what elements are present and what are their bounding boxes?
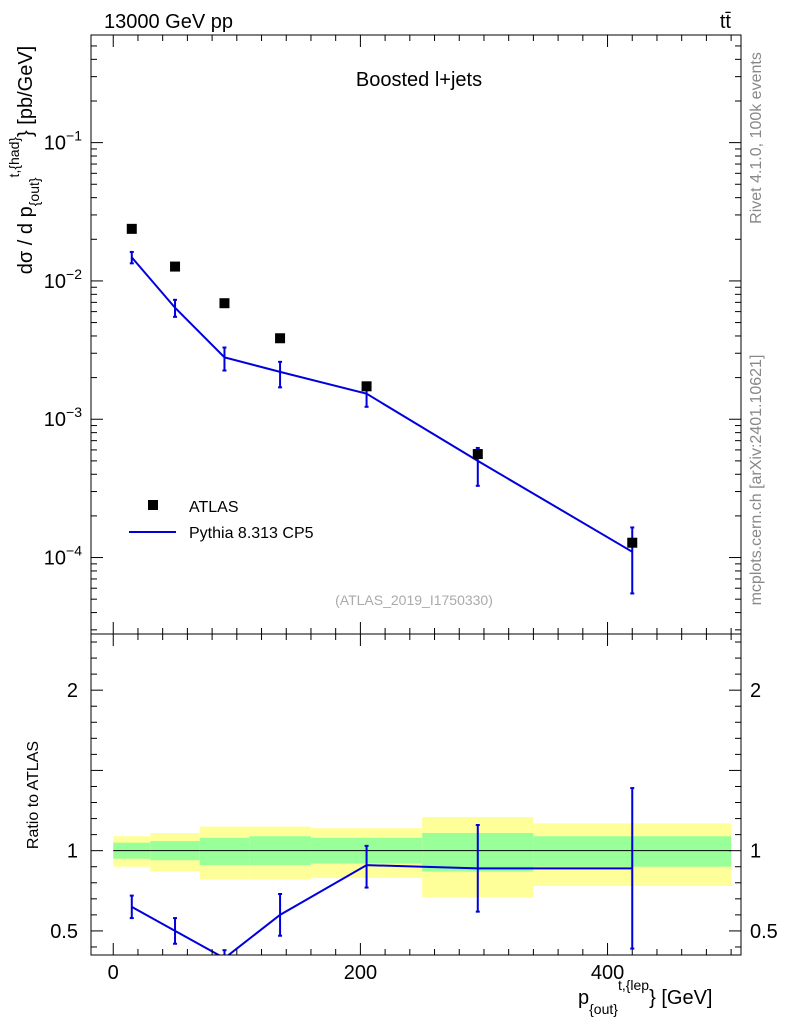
y-tick-exp: −4 — [66, 543, 82, 559]
y-tick-base: 10 — [44, 409, 66, 431]
ratio-y-tick-label-right: 2 — [750, 680, 761, 702]
ylabel-sub: {out} — [26, 177, 42, 206]
xlabel-sub: {out} — [589, 1001, 618, 1017]
ratio-y-tick-label: 2 — [67, 680, 78, 702]
atlas-point — [627, 537, 638, 548]
x-tick-label: 0 — [108, 962, 119, 984]
y-tick-label: 10−3 — [44, 404, 82, 431]
header-left-title: 13000 GeV pp — [104, 11, 233, 33]
atlas-point — [170, 261, 181, 272]
ratio-panel: 0.5 0.5 1 1 2 2 0 200 400 Ratio to ATLAS p{out}t,{… — [25, 633, 778, 1017]
xlabel-prefix: p — [578, 987, 589, 1009]
x-tick-label: 400 — [591, 962, 624, 984]
legend-atlas-marker — [148, 500, 158, 510]
legend-pythia-label: Pythia 8.313 CP5 — [189, 525, 314, 542]
rivet-label: Rivet 4.1.0, 100k events — [748, 52, 765, 224]
y-tick-exp: −2 — [66, 266, 82, 282]
main-ylabel: dσ / d p{out}t,{had}} [pb/GeV] — [6, 46, 42, 274]
legend-atlas-label: ATLAS — [189, 499, 239, 516]
y-tick-label: 10−2 — [44, 266, 82, 293]
atlas-point — [275, 333, 286, 344]
ratio-y-tick-label-right: 1 — [750, 841, 761, 863]
x-axis-label: p{out}t,{lep} [GeV] — [578, 977, 712, 1017]
atlas-point — [126, 223, 137, 234]
y-tick-base: 10 — [44, 271, 66, 293]
main-title: Boosted l+jets — [356, 69, 482, 91]
ylabel-sup: t,{had} — [6, 137, 22, 178]
atlas-point — [219, 298, 230, 309]
ylabel-suffix: } [pb/GeV] — [15, 46, 37, 137]
ylabel-prefix: dσ / d p — [15, 206, 37, 274]
ratio-y-tick-label-right: 0.5 — [750, 921, 778, 943]
y-tick-base: 10 — [44, 548, 66, 570]
x-tick-label: 200 — [344, 962, 377, 984]
ratio-y-tick-label: 0.5 — [50, 921, 78, 943]
xlabel-suffix: } [GeV] — [649, 987, 712, 1009]
header-right-title: tt̄ — [720, 11, 732, 33]
ratio-y-tick-label: 1 — [67, 841, 78, 863]
atlas-point — [361, 381, 372, 392]
main-panel: Boosted l+jets dσ / d p{out}t,{had}} [pb/… — [6, 34, 742, 635]
y-tick-base: 10 — [44, 133, 66, 155]
xlabel-sup: t,{lep — [618, 977, 649, 993]
uncertainty-band-inner — [199, 837, 250, 866]
ratio-ylabel: Ratio to ATLAS — [25, 741, 42, 849]
y-tick-label: 10−1 — [44, 128, 82, 155]
mcplots-label: mcplots.cern.ch [arXiv:2401.10621] — [748, 355, 765, 606]
ratio-series-group — [129, 787, 635, 955]
ratio-frame — [90, 633, 742, 956]
y-tick-exp: −3 — [66, 404, 82, 420]
y-tick-label: 10−4 — [44, 543, 82, 570]
analysis-watermark: (ATLAS_2019_I1750330) — [335, 592, 493, 608]
y-tick-exp: −1 — [66, 128, 82, 144]
atlas-point — [472, 449, 483, 460]
main-frame — [90, 34, 742, 635]
